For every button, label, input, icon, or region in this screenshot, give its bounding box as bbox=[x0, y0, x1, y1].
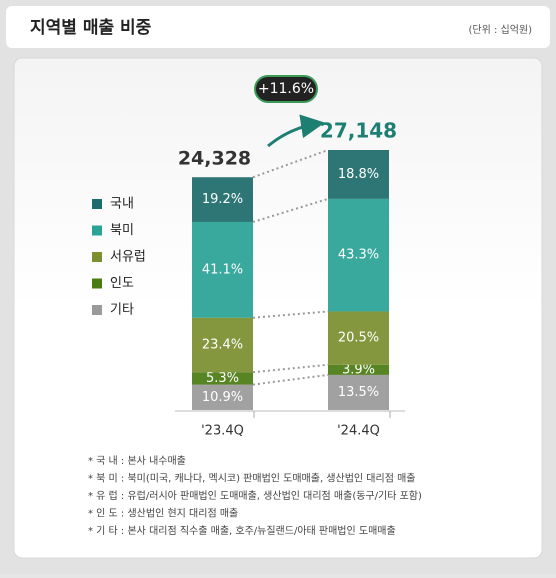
legend-label: 국내 bbox=[110, 197, 134, 212]
legend-label: 북미 bbox=[110, 223, 134, 238]
legend-label: 인도 bbox=[110, 276, 134, 291]
footnote: * 국 내 : 본사 내수매출 bbox=[88, 455, 186, 467]
bar-segment bbox=[328, 364, 389, 375]
bar-segment bbox=[192, 372, 253, 385]
segment-label: 41.1% bbox=[202, 262, 243, 277]
legend-swatch bbox=[92, 252, 102, 262]
legend-label: 기타 bbox=[110, 303, 134, 318]
footnote: * 유 럽 : 유럽/러시아 판매법인 도매매출, 생산법인 대리점 매출(동구… bbox=[88, 490, 422, 502]
legend-swatch bbox=[92, 225, 102, 236]
chart-title: 지역별 매출 비중 bbox=[30, 18, 152, 38]
segment-label: 18.8% bbox=[338, 167, 379, 182]
connector bbox=[252, 197, 329, 223]
growth-label: +11.6% bbox=[258, 81, 314, 97]
footnote: * 북 미 : 북미(미국, 캐나다, 멕시코) 판매법인 도매매출, 생산법인… bbox=[88, 473, 415, 485]
bar-segment bbox=[328, 198, 389, 312]
total-label: 24,328 bbox=[178, 148, 251, 170]
segment-label: 13.5% bbox=[338, 385, 379, 400]
legend-swatch bbox=[92, 199, 102, 209]
legend-label: 서유럽 bbox=[110, 250, 146, 265]
segment-label: 19.2% bbox=[202, 192, 243, 207]
footnote: * 인 도 : 생산법인 현지 대리점 매출 bbox=[88, 508, 238, 520]
segment-label: 43.3% bbox=[338, 248, 379, 263]
bar-segment bbox=[328, 374, 389, 410]
segment-label: 20.5% bbox=[338, 331, 379, 346]
bar-segment bbox=[328, 311, 389, 365]
footnote: * 기 타 : 본사 대리점 직수출 매출, 호주/뉴질랜드/아태 판매법인 도… bbox=[88, 525, 396, 537]
connector bbox=[252, 149, 329, 179]
segment-label: 3.9% bbox=[342, 362, 375, 377]
card bbox=[13, 57, 543, 559]
growth-badge bbox=[254, 75, 318, 103]
x-tick-label: '24.4Q bbox=[337, 424, 380, 439]
legend-swatch bbox=[92, 305, 102, 315]
segment-label: 10.9% bbox=[202, 390, 243, 405]
segment-label: 5.3% bbox=[206, 371, 239, 386]
x-tick-label: '23.4Q bbox=[201, 424, 244, 439]
growth-arrow bbox=[267, 114, 325, 148]
total-label: 27,148 bbox=[320, 119, 397, 143]
segment-label: 23.4% bbox=[202, 337, 243, 352]
bar-segment bbox=[192, 177, 253, 222]
unit-label: (단위 : 십억원) bbox=[468, 23, 532, 36]
legend-swatch bbox=[92, 278, 102, 289]
bar-segment bbox=[192, 384, 253, 410]
title-bar bbox=[6, 6, 550, 48]
bar-segment bbox=[328, 150, 389, 199]
bar-segment bbox=[192, 221, 253, 318]
bar-segment bbox=[192, 317, 253, 373]
